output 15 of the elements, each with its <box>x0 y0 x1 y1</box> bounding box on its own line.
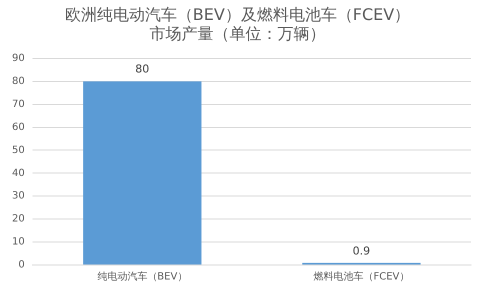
y-tick-label: 50 <box>12 144 25 156</box>
y-tick-label: 20 <box>12 214 25 225</box>
y-tick-label: 0 <box>18 260 25 271</box>
x-tick-label: 燃料电池车（FCEV） <box>313 270 410 283</box>
y-tick-label: 80 <box>12 76 25 87</box>
y-tick-label: 90 <box>12 52 25 64</box>
data-label: 80 <box>135 62 150 76</box>
chart-title: 欧洲纯电动汽车（BEV）及燃料电池车（FCEV）市场产量（单位：万辆） <box>64 4 410 43</box>
y-tick-label: 70 <box>12 98 25 110</box>
y-tick-label: 10 <box>12 236 25 248</box>
y-tick-label: 30 <box>12 190 25 202</box>
x-tick-label: 纯电动汽车（BEV） <box>97 270 188 283</box>
y-tick-label: 60 <box>12 122 25 133</box>
y-tick-label: 40 <box>12 168 25 179</box>
data-label: 0.9 <box>352 244 370 258</box>
